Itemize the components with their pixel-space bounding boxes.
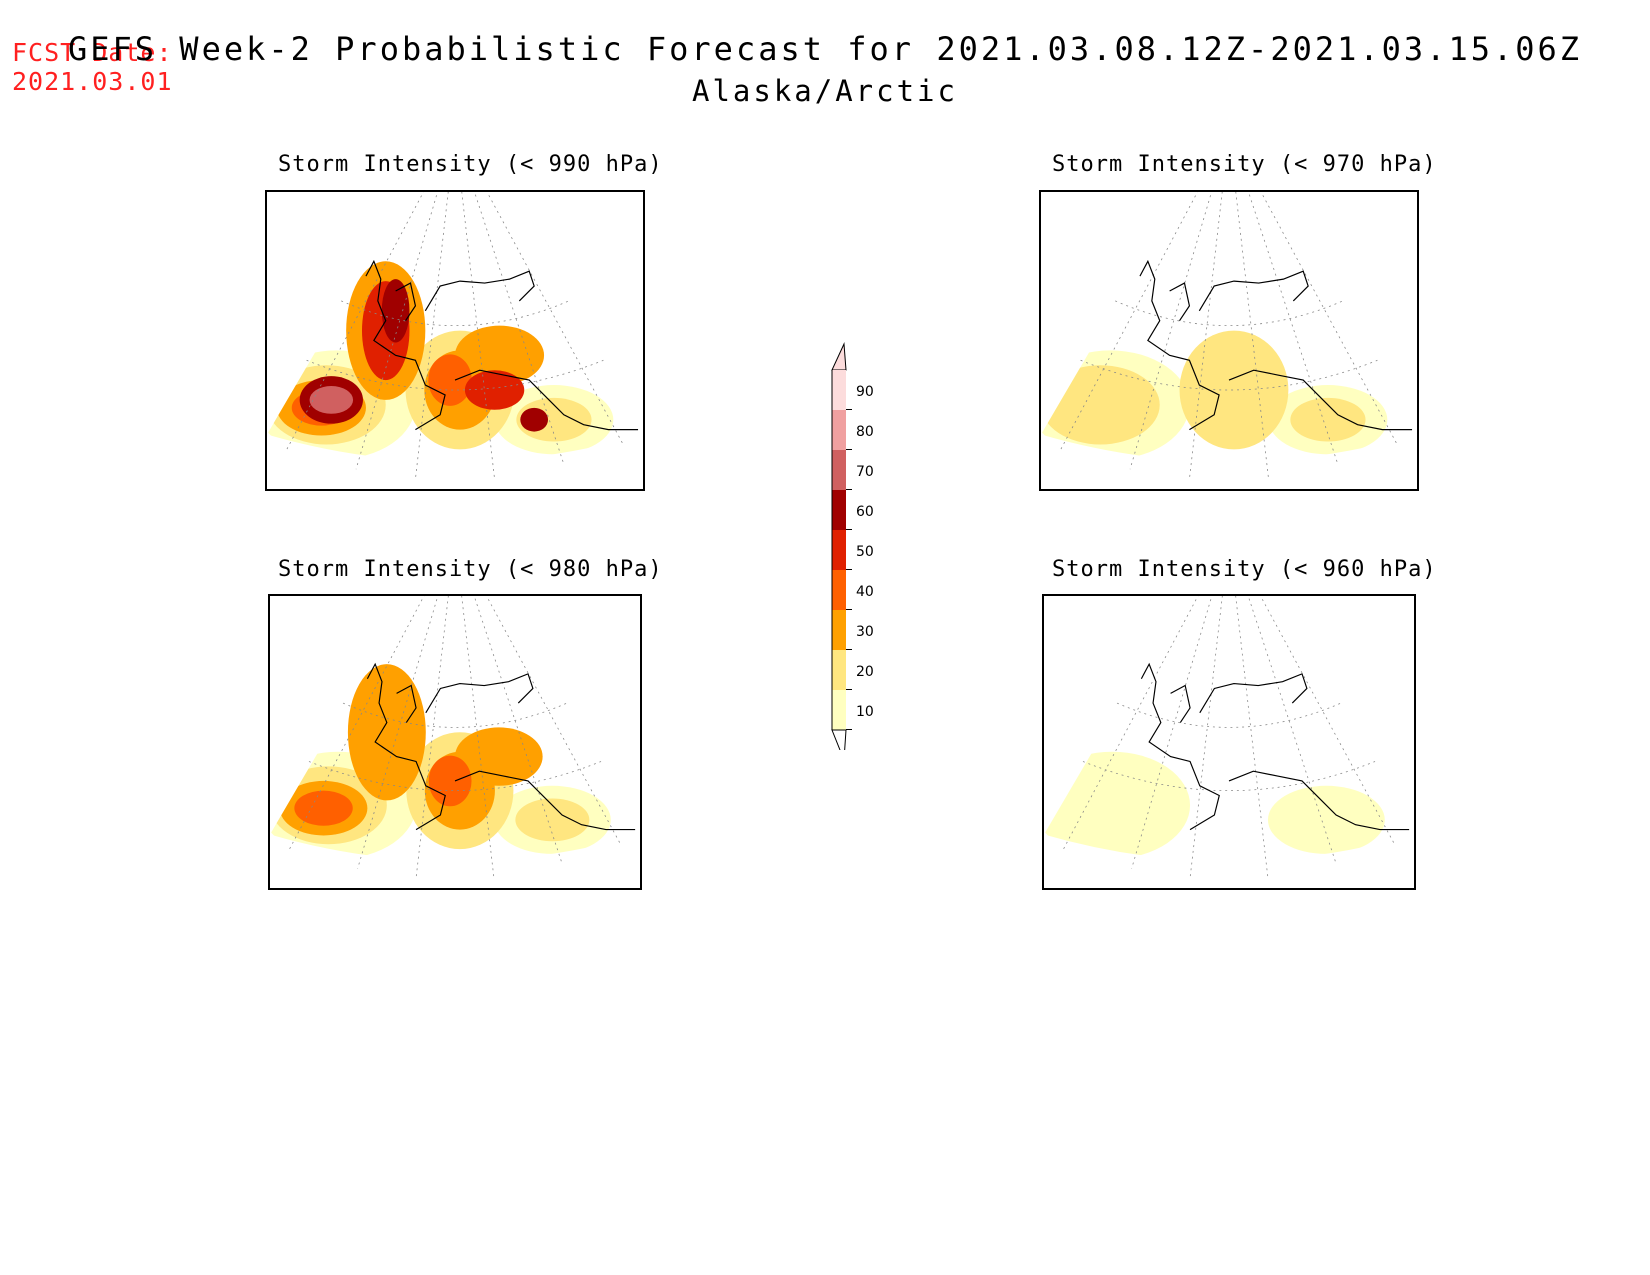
meridian-line (1063, 596, 1199, 850)
colorbar-label-50: 50 (856, 544, 874, 560)
map-panel-980 (268, 594, 642, 890)
graticule (1060, 192, 1398, 480)
parallel-line (342, 702, 568, 728)
forecast-date-value: 2021.03.01 (12, 67, 173, 96)
colorbar-label-10: 10 (856, 704, 874, 720)
graticule (289, 596, 621, 879)
colorbar-swatch-80 (832, 410, 846, 450)
colorbar-label-30: 30 (856, 624, 874, 640)
map-panel-990 (265, 190, 645, 491)
panel-title-970: Storm Intensity (< 970 hPa) (1052, 152, 1437, 177)
probability-field (1044, 751, 1385, 859)
colorbar-label-20: 20 (856, 664, 874, 680)
parallel-line (1115, 300, 1343, 327)
meridian-line (1189, 596, 1223, 879)
map-canvas (267, 192, 639, 480)
colorbar-bottom-cap (831, 729, 847, 750)
meridian-line (355, 192, 438, 470)
meridian-line (1060, 192, 1198, 450)
figure-title-block: GEFS Week-2 Probabilistic Forecast for 2… (0, 30, 1650, 108)
meridian-line (1131, 596, 1213, 869)
probability-contour-level-20 (515, 798, 590, 842)
colorbar (831, 342, 852, 750)
panel-title-990: Storm Intensity (< 990 hPa) (278, 152, 663, 177)
probability-field (270, 664, 611, 859)
probability-contour-level-70 (309, 386, 354, 414)
graticule (1063, 596, 1395, 879)
probability-contour-level-30 (455, 325, 545, 386)
colorbar-swatch-70 (832, 450, 846, 490)
probability-contour-level-60 (381, 279, 410, 343)
map-panel-970 (1039, 190, 1419, 491)
forecast-date-label: FCST Date: (12, 38, 173, 67)
colorbar-label-90: 90 (856, 384, 874, 400)
probability-field (1041, 330, 1388, 460)
panel-title-980: Storm Intensity (< 980 hPa) (278, 557, 663, 582)
colorbar-swatch-50 (832, 530, 846, 570)
probability-contour-level-20 (1041, 365, 1160, 445)
colorbar-swatch-30 (832, 610, 846, 650)
probability-contour-level-50 (464, 370, 525, 410)
probability-contour-level-20 (1179, 330, 1289, 450)
map-canvas (270, 596, 636, 879)
colorbar-swatch-10 (832, 690, 846, 730)
probability-contour-level-30 (455, 727, 543, 786)
meridian-line (289, 596, 425, 850)
map-canvas (1044, 596, 1410, 879)
meridian-line (286, 192, 424, 450)
coastline (366, 662, 636, 831)
figure-title: GEFS Week-2 Probabilistic Forecast for 2… (67, 30, 1583, 68)
probability-contour-level-40 (428, 354, 472, 406)
probability-contour-level-60 (520, 407, 549, 432)
probability-contour-level-40 (428, 755, 472, 807)
map-canvas (1041, 192, 1413, 480)
colorbar-top-cap (831, 342, 847, 371)
panel-title-960: Storm Intensity (< 960 hPa) (1052, 557, 1437, 582)
probability-contour-level-10 (1267, 785, 1385, 854)
colorbar-swatch-20 (832, 650, 846, 690)
probability-contour-level-10 (1044, 751, 1191, 859)
coastline (1140, 662, 1410, 831)
probability-contour-level-40 (294, 790, 353, 826)
meridian-line (357, 596, 439, 869)
colorbar-swatch-40 (832, 570, 846, 610)
parallel-line (1116, 702, 1342, 728)
forecast-date-block: FCST Date: 2021.03.01 (12, 38, 173, 96)
meridian-line (1129, 192, 1212, 470)
figure-subtitle: Alaska/Arctic (692, 74, 958, 108)
colorbar-label-60: 60 (856, 504, 874, 520)
colorbar-label-70: 70 (856, 464, 874, 480)
probability-field (267, 261, 614, 460)
colorbar-swatch-90 (832, 370, 846, 410)
colorbar-label-80: 80 (856, 424, 874, 440)
parallel-line (341, 300, 569, 327)
probability-contour-level-20 (1290, 397, 1366, 442)
coastline (365, 259, 639, 431)
graticule (286, 192, 624, 480)
probability-contour-level-30 (347, 664, 426, 801)
coastline (1139, 259, 1413, 431)
colorbar-label-40: 40 (856, 584, 874, 600)
colorbar-swatch-60 (832, 490, 846, 530)
map-panel-960 (1042, 594, 1416, 890)
